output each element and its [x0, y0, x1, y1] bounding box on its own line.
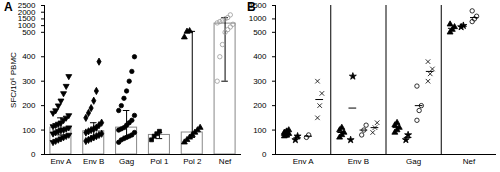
svg-text:Nef: Nef: [219, 157, 232, 166]
svg-text:400: 400: [253, 52, 267, 61]
svg-text:400: 400: [22, 52, 36, 61]
svg-text:2500: 2500: [18, 1, 36, 10]
svg-text:100: 100: [22, 126, 36, 135]
svg-text:Nef: Nef: [463, 157, 476, 166]
svg-text:0: 0: [262, 150, 267, 159]
svg-text:0: 0: [31, 150, 36, 159]
svg-text:Env A: Env A: [50, 157, 72, 166]
svg-text:200: 200: [22, 101, 36, 110]
svg-text:SFC/10⁶ PBMC: SFC/10⁶ PBMC: [9, 52, 18, 108]
svg-text:300: 300: [22, 77, 36, 86]
svg-text:200: 200: [253, 101, 267, 110]
svg-text:500: 500: [253, 28, 267, 37]
svg-text:Gag: Gag: [406, 157, 421, 166]
svg-text:300: 300: [253, 77, 267, 86]
svg-text:Gag: Gag: [119, 157, 134, 166]
svg-text:100: 100: [253, 126, 267, 135]
svg-text:Pol 2: Pol 2: [183, 157, 202, 166]
svg-text:Env B: Env B: [83, 157, 104, 166]
svg-text:Env A: Env A: [293, 157, 315, 166]
svg-text:1000: 1000: [249, 14, 267, 23]
svg-text:Pol 1: Pol 1: [150, 157, 169, 166]
svg-text:Env B: Env B: [348, 157, 369, 166]
